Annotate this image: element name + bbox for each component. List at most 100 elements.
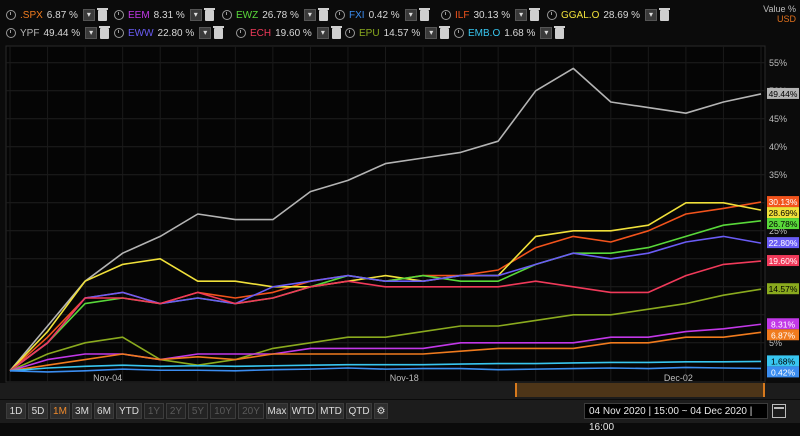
legend-value: 8.31 % xyxy=(153,9,185,21)
period-button-max[interactable]: Max xyxy=(266,403,288,419)
legend-symbol: EWZ xyxy=(236,9,259,21)
period-button-qtd[interactable]: QTD xyxy=(346,403,372,419)
legend-item-epu[interactable]: EPU 14.57 % ▾ xyxy=(345,24,451,42)
svg-text:6.87%: 6.87% xyxy=(771,330,796,340)
time-scroller-thumb[interactable] xyxy=(515,383,765,397)
series-end-label: 6.87% xyxy=(767,329,799,341)
legend-item-ewz[interactable]: EWZ 26.78 % ▾ xyxy=(222,6,329,24)
date-range-field[interactable]: 04 Nov 2020 | 15:00 ~ 04 Dec 2020 | 16:0… xyxy=(584,403,768,433)
period-button-20y[interactable]: 20Y xyxy=(238,403,264,419)
legend-item-spx[interactable]: .SPX 6.87 % ▾ xyxy=(6,6,108,24)
legend-item-ech[interactable]: ECH 19.60 % ▾ xyxy=(236,24,342,42)
legend-value: 14.57 % xyxy=(383,27,421,39)
period-button-6m[interactable]: 6M xyxy=(94,403,114,419)
chevron-down-icon[interactable]: ▾ xyxy=(540,27,553,39)
period-button-mtd[interactable]: MTD xyxy=(318,403,344,419)
chevron-down-icon[interactable]: ▾ xyxy=(515,9,528,21)
legend-item-eww[interactable]: EWW 22.80 % ▾ xyxy=(114,24,225,42)
series-end-label: 28.69% xyxy=(767,207,799,219)
legend-value: 1.68 % xyxy=(504,27,536,39)
svg-text:28.69%: 28.69% xyxy=(769,208,798,218)
svg-text:8.31%: 8.31% xyxy=(771,319,796,329)
period-button-5d[interactable]: 5D xyxy=(28,403,48,419)
period-button-1d[interactable]: 1D xyxy=(6,403,26,419)
clock-icon[interactable] xyxy=(114,10,124,20)
y-axis-currency: USD xyxy=(776,14,796,24)
legend-item-ypf[interactable]: YPF 49.44 % ▾ xyxy=(6,24,111,42)
series-end-label: 19.60% xyxy=(767,255,799,266)
svg-text:26.78%: 26.78% xyxy=(769,219,798,229)
trash-icon[interactable] xyxy=(213,25,225,39)
y-tick-label: 5% xyxy=(769,338,782,348)
clock-icon[interactable] xyxy=(6,28,16,38)
clock-icon[interactable] xyxy=(236,28,246,38)
chevron-down-icon[interactable]: ▾ xyxy=(82,9,95,21)
clock-icon[interactable] xyxy=(547,10,557,20)
trash-icon[interactable] xyxy=(554,25,566,39)
trash-icon[interactable] xyxy=(529,7,541,21)
series-end-label: 14.57% xyxy=(767,283,799,295)
trash-icon[interactable] xyxy=(418,7,430,21)
legend-symbol: GGAL.O xyxy=(561,9,600,21)
legend-symbol: .SPX xyxy=(20,9,43,21)
chevron-down-icon[interactable]: ▾ xyxy=(189,9,202,21)
clock-icon[interactable] xyxy=(335,10,345,20)
trash-icon[interactable] xyxy=(96,7,108,21)
series-line-ech xyxy=(9,260,762,372)
trash-icon[interactable] xyxy=(439,25,451,39)
svg-text:22.80%: 22.80% xyxy=(769,238,798,248)
period-button-ytd[interactable]: YTD xyxy=(116,403,142,419)
legend-value: 6.87 % xyxy=(46,9,78,21)
trash-icon[interactable] xyxy=(659,7,671,21)
period-button-1m[interactable]: 1M xyxy=(50,403,70,419)
trash-icon[interactable] xyxy=(317,7,329,21)
gear-icon[interactable]: ⚙ xyxy=(374,403,388,419)
period-button-5y[interactable]: 5Y xyxy=(188,403,208,419)
chevron-down-icon[interactable]: ▾ xyxy=(316,27,329,39)
legend-item-ilf[interactable]: ILF 30.13 % ▾ xyxy=(441,6,541,24)
period-button-10y[interactable]: 10Y xyxy=(210,403,236,419)
clock-icon[interactable] xyxy=(441,10,451,20)
clock-icon[interactable] xyxy=(114,28,124,38)
legend-item-ggalo[interactable]: GGAL.O 28.69 % ▾ xyxy=(547,6,671,24)
legend-item-fxi[interactable]: FXI 0.42 % ▾ xyxy=(335,6,430,24)
trash-icon[interactable] xyxy=(99,25,111,39)
period-button-2y[interactable]: 2Y xyxy=(166,403,186,419)
chevron-down-icon[interactable]: ▾ xyxy=(85,27,98,39)
legend-value: 49.44 % xyxy=(43,27,81,39)
chevron-down-icon[interactable]: ▾ xyxy=(425,27,438,39)
calendar-icon[interactable] xyxy=(772,404,786,418)
y-tick-label: 35% xyxy=(769,170,787,180)
series-line-ypf xyxy=(9,67,762,372)
series-end-label: 0.42% xyxy=(767,366,799,378)
trash-icon[interactable] xyxy=(203,7,215,21)
series-line-spx xyxy=(9,331,762,372)
x-month-label: Nov-18 xyxy=(390,373,419,383)
legend-item-eem[interactable]: EEM 8.31 % ▾ xyxy=(114,6,215,24)
clock-icon[interactable] xyxy=(222,10,232,20)
clock-icon[interactable] xyxy=(454,28,464,38)
series-end-label: 1.68% xyxy=(767,355,799,367)
period-button-wtd[interactable]: WTD xyxy=(290,403,316,419)
trash-icon[interactable] xyxy=(330,25,342,39)
chevron-down-icon[interactable]: ▾ xyxy=(303,9,316,21)
legend-value: 28.69 % xyxy=(603,9,641,21)
chevron-down-icon[interactable]: ▾ xyxy=(199,27,212,39)
clock-icon[interactable] xyxy=(345,28,355,38)
legend-value: 0.42 % xyxy=(368,9,400,21)
series-end-label: 26.78% xyxy=(767,218,799,230)
series-end-label: 8.31% xyxy=(767,318,799,330)
svg-text:14.57%: 14.57% xyxy=(769,284,798,294)
clock-icon[interactable] xyxy=(6,10,16,20)
legend-item-embo[interactable]: EMB.O 1.68 % ▾ xyxy=(454,24,566,42)
y-tick-label: 40% xyxy=(769,142,787,152)
period-button-3m[interactable]: 3M xyxy=(72,403,92,419)
series-line-ggalo xyxy=(9,202,762,372)
chevron-down-icon[interactable]: ▾ xyxy=(645,9,658,21)
svg-text:19.60%: 19.60% xyxy=(769,256,798,266)
chevron-down-icon[interactable]: ▾ xyxy=(404,9,417,21)
svg-text:30.13%: 30.13% xyxy=(769,197,798,207)
legend-symbol: YPF xyxy=(20,27,40,39)
x-month-label: Dec-02 xyxy=(664,373,693,383)
period-button-1y[interactable]: 1Y xyxy=(144,403,164,419)
